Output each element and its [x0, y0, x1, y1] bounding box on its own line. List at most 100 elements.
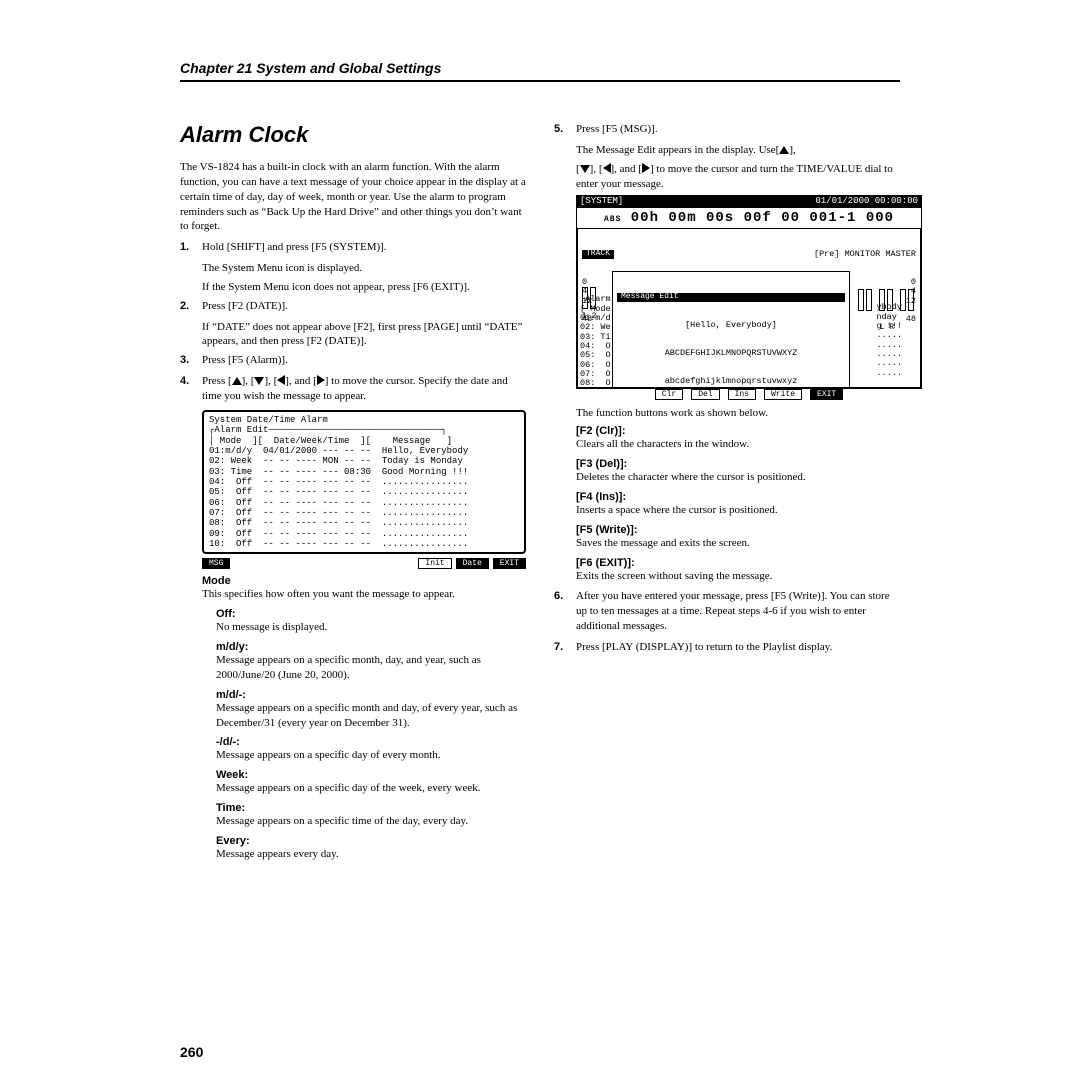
lcd-body: TRACK [Pre] MONITOR MASTER 0 4 12 48 0 4…	[576, 229, 922, 389]
alarm-rows-left: ┌Alarm [ Mode 01:m/d 02: We 03: Ti 04: O…	[580, 295, 784, 389]
init-button: Init	[418, 558, 451, 569]
step-5: 5. Press [F5 (MSG)].	[554, 122, 900, 137]
step-2-sub: If “DATE” does not appear above [F2], fi…	[202, 320, 526, 350]
step-number: 2.	[180, 299, 202, 314]
f3-desc: Deletes the character where the cursor i…	[576, 470, 900, 485]
date-button: Date	[456, 558, 489, 569]
right-column: 5. Press [F5 (MSG)]. The Message Edit ap…	[554, 122, 900, 868]
every-heading: Every:	[216, 835, 526, 847]
step-4: 4. Press [], [], [], and [] to move the …	[180, 374, 526, 404]
left-icon	[603, 163, 611, 173]
t: ], and [	[285, 375, 316, 387]
lcd-header: [SYSTEM] 01/01/2000 00:00:00	[576, 195, 922, 207]
step-number: 7.	[554, 640, 576, 655]
f5-desc: Saves the message and exits the screen.	[576, 536, 900, 551]
mdy-desc: Message appears on a specific month, day…	[216, 653, 526, 683]
t: ], [	[590, 163, 603, 175]
alarm-rows-right: ybody nday g !!! ..... ..... ..... .....…	[876, 303, 902, 378]
mode-block: Mode This specifies how often you want t…	[202, 575, 526, 861]
up-icon	[779, 146, 789, 154]
f6-desc: Exits the screen without saving the mess…	[576, 569, 900, 584]
step-5-sub-b: [], [], and [] to move the cursor and tu…	[576, 162, 900, 192]
exit-button: EXIT	[810, 389, 843, 400]
chapter-header: Chapter 21 System and Global Settings	[180, 60, 900, 82]
step-5-sub-c: The function buttons work as shown below…	[576, 406, 900, 421]
content-columns: Alarm Clock The VS-1824 has a built-in c…	[180, 122, 900, 868]
step-number: 6.	[554, 589, 576, 634]
d-desc: Message appears on a specific day of eve…	[216, 748, 526, 763]
time-heading: Time:	[216, 802, 526, 814]
message-edit-screen: [SYSTEM] 01/01/2000 00:00:00 ABS 00h 00m…	[576, 195, 922, 400]
f5-heading: [F5 (Write)]:	[576, 524, 900, 536]
msg-button: MSG	[202, 558, 230, 569]
off-heading: Off:	[216, 608, 526, 620]
alarm-edit-screen: System Date/Time Alarm ┌Alarm Edit──────…	[202, 410, 526, 554]
counter-value: 00h 00m 00s 00f 00 001-1 000	[631, 210, 894, 226]
up-icon	[232, 377, 242, 385]
t: ], and [	[611, 163, 642, 175]
step-number: 5.	[554, 122, 576, 137]
time-desc: Message appears on a specific time of th…	[216, 814, 526, 829]
step-2: 2. Press [F2 (DATE)].	[180, 299, 526, 314]
clr-button: Clr	[655, 389, 683, 400]
step-7: 7. Press [PLAY (DISPLAY)] to return to t…	[554, 640, 900, 655]
function-buttons-block: [F2 (Clr)]: Clears all the characters in…	[576, 425, 900, 583]
t: ], [	[242, 375, 255, 387]
mode-heading: Mode	[202, 575, 526, 587]
step-5-sub-a: The Message Edit appears in the display.…	[576, 143, 900, 158]
lcd-footer: Clr Del Ins Write EXIT	[576, 389, 922, 400]
lcd-counter: ABS 00h 00m 00s 00f 00 001-1 000	[576, 207, 922, 229]
write-button: Write	[764, 389, 802, 400]
f3-heading: [F3 (Del)]:	[576, 458, 900, 470]
step-1: 1. Hold [SHIFT] and press [F5 (SYSTEM)].	[180, 240, 526, 255]
f4-heading: [F4 (Ins)]:	[576, 491, 900, 503]
md-desc: Message appears on a specific month and …	[216, 701, 526, 731]
step-body: Press [F5 (MSG)].	[576, 122, 900, 137]
left-column: Alarm Clock The VS-1824 has a built-in c…	[180, 122, 526, 868]
step-6: 6. After you have entered your message, …	[554, 589, 900, 634]
step-3: 3. Press [F5 (Alarm)].	[180, 353, 526, 368]
step-body: Press [F2 (DATE)].	[202, 299, 526, 314]
step-number: 3.	[180, 353, 202, 368]
ins-button: Ins	[728, 389, 756, 400]
down-icon	[254, 377, 264, 385]
mdy-heading: m/d/y:	[216, 641, 526, 653]
f4-desc: Inserts a space where the cursor is posi…	[576, 503, 900, 518]
t: Press [	[202, 375, 232, 387]
right-icon	[642, 163, 650, 173]
step-body: After you have entered your message, pre…	[576, 589, 900, 634]
t: ],	[789, 144, 795, 156]
f6-heading: [F6 (EXIT)]:	[576, 557, 900, 569]
week-desc: Message appears on a specific day of the…	[216, 781, 526, 796]
t: ], [	[264, 375, 277, 387]
f2-desc: Clears all the characters in the window.	[576, 437, 900, 452]
t: The Message Edit appears in the display.…	[576, 144, 779, 156]
md-heading: m/d/-:	[216, 689, 526, 701]
right-icon	[317, 375, 325, 385]
pre-monitor-master: [Pre] MONITOR MASTER	[814, 250, 916, 259]
alarm-screen-footer: MSG Init Date EXIT	[202, 558, 526, 569]
exit-button: EXIT	[493, 558, 526, 569]
off-desc: No message is displayed.	[216, 620, 526, 635]
alarm-rows: [ Mode 01:m/d 02: We 03: Ti 04: O 05: O …	[580, 304, 784, 390]
step-number: 4.	[180, 374, 202, 404]
step-1-sub-a: The System Menu icon is displayed.	[202, 261, 526, 276]
f2-heading: [F2 (Clr)]:	[576, 425, 900, 437]
lcd-system-label: [SYSTEM]	[580, 196, 623, 206]
step-body: Press [], [], [], and [] to move the cur…	[202, 374, 526, 404]
lcd-timestamp: 01/01/2000 00:00:00	[815, 196, 918, 206]
week-heading: Week:	[216, 769, 526, 781]
step-1-sub-b: If the System Menu icon does not appear,…	[202, 280, 526, 295]
d-heading: -/d/-:	[216, 736, 526, 748]
step-body: Press [PLAY (DISPLAY)] to return to the …	[576, 640, 900, 655]
down-icon	[580, 165, 590, 173]
del-button: Del	[691, 389, 719, 400]
step-body: Hold [SHIFT] and press [F5 (SYSTEM)].	[202, 240, 526, 255]
track-label: TRACK	[582, 250, 614, 259]
every-desc: Message appears every day.	[216, 847, 526, 862]
page-number: 260	[180, 1044, 203, 1060]
mode-desc: This specifies how often you want the me…	[202, 587, 526, 602]
step-number: 1.	[180, 240, 202, 255]
step-body: Press [F5 (Alarm)].	[202, 353, 526, 368]
section-title: Alarm Clock	[180, 122, 526, 148]
